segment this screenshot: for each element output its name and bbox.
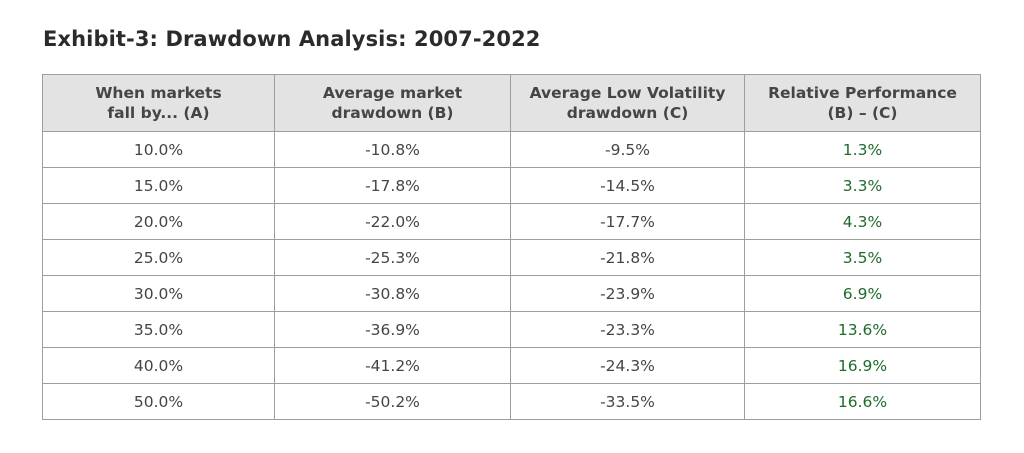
cell-relative-performance: 3.3% (744, 167, 981, 204)
cell-market-drawdown: -17.8% (274, 167, 511, 204)
header-line: fall by... (A) (107, 104, 210, 122)
header-line: drawdown (B) (331, 104, 454, 122)
cell-low-vol-drawdown: -33.5% (510, 383, 745, 420)
table-row: 40.0% -41.2% -24.3% 16.9% (42, 347, 981, 384)
cell-low-vol-drawdown: -24.3% (510, 347, 745, 384)
header-line: Average market (322, 84, 463, 102)
header-average-market-drawdown: Average market drawdown (B) (274, 74, 511, 132)
cell-market-fall: 50.0% (42, 383, 275, 420)
cell-relative-performance: 4.3% (744, 203, 981, 240)
cell-market-drawdown: -22.0% (274, 203, 511, 240)
cell-relative-performance: 6.9% (744, 275, 981, 312)
header-line: Relative Performance (768, 84, 957, 102)
cell-market-fall: 10.0% (42, 131, 275, 168)
header-relative-performance: Relative Performance (B) – (C) (744, 74, 981, 132)
cell-low-vol-drawdown: -9.5% (510, 131, 745, 168)
cell-market-drawdown: -10.8% (274, 131, 511, 168)
header-when-markets-fall: When markets fall by... (A) (42, 74, 275, 132)
cell-market-fall: 25.0% (42, 239, 275, 276)
header-line: Average Low Volatility (529, 84, 726, 102)
cell-market-drawdown: -41.2% (274, 347, 511, 384)
table-body: 10.0% -10.8% -9.5% 1.3% 15.0% -17.8% -14.5% 3.3… (42, 131, 981, 420)
header-average-low-volatility-drawdown: Average Low Volatility drawdown (C) (510, 74, 745, 132)
cell-relative-performance: 13.6% (744, 311, 981, 348)
cell-market-drawdown: -36.9% (274, 311, 511, 348)
table-header-row: When markets fall by... (A) Average mark… (42, 74, 981, 132)
cell-relative-performance: 1.3% (744, 131, 981, 168)
header-line: (B) – (C) (827, 104, 898, 122)
table-row: 30.0% -30.8% -23.9% 6.9% (42, 275, 981, 312)
cell-relative-performance: 3.5% (744, 239, 981, 276)
exhibit-title: Exhibit-3: Drawdown Analysis: 2007-2022 (43, 27, 541, 51)
cell-market-fall: 20.0% (42, 203, 275, 240)
cell-relative-performance: 16.6% (744, 383, 981, 420)
table-row: 25.0% -25.3% -21.8% 3.5% (42, 239, 981, 276)
cell-market-fall: 15.0% (42, 167, 275, 204)
table-row: 35.0% -36.9% -23.3% 13.6% (42, 311, 981, 348)
table-row: 50.0% -50.2% -33.5% 16.6% (42, 383, 981, 420)
cell-market-fall: 35.0% (42, 311, 275, 348)
cell-market-drawdown: -25.3% (274, 239, 511, 276)
table-row: 15.0% -17.8% -14.5% 3.3% (42, 167, 981, 204)
cell-low-vol-drawdown: -17.7% (510, 203, 745, 240)
table-row: 20.0% -22.0% -17.7% 4.3% (42, 203, 981, 240)
drawdown-table: When markets fall by... (A) Average mark… (42, 74, 981, 420)
header-line: When markets (95, 84, 222, 102)
cell-low-vol-drawdown: -23.9% (510, 275, 745, 312)
table-row: 10.0% -10.8% -9.5% 1.3% (42, 131, 981, 168)
cell-relative-performance: 16.9% (744, 347, 981, 384)
cell-low-vol-drawdown: -23.3% (510, 311, 745, 348)
cell-market-drawdown: -30.8% (274, 275, 511, 312)
header-line: drawdown (C) (566, 104, 689, 122)
cell-market-drawdown: -50.2% (274, 383, 511, 420)
cell-low-vol-drawdown: -14.5% (510, 167, 745, 204)
cell-low-vol-drawdown: -21.8% (510, 239, 745, 276)
cell-market-fall: 30.0% (42, 275, 275, 312)
cell-market-fall: 40.0% (42, 347, 275, 384)
